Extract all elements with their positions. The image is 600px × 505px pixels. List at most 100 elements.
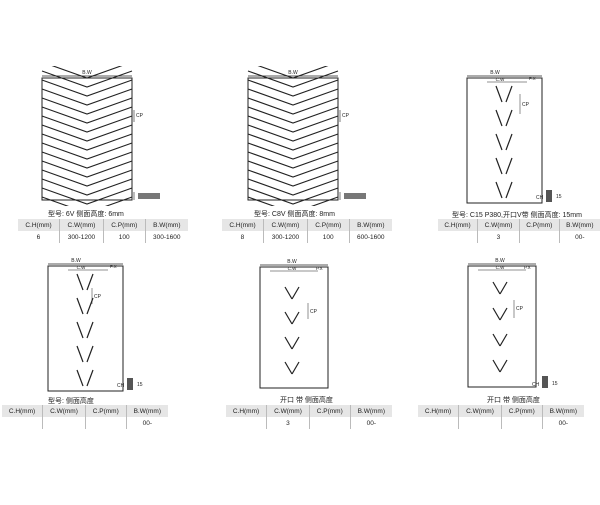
belt-drawing-open-chevron: B.W C.W P.X CP <box>248 253 373 398</box>
caption-height-label: 侧面高度: <box>287 211 318 218</box>
spec-value-bw: 00- <box>366 419 376 427</box>
spec-table: C.H(mm) C.W(mm) C.P(mm) B.W(mm) 3 00- <box>226 405 392 429</box>
spec-header-cw: C.W(mm) <box>458 405 502 417</box>
v-cleat-left-arm <box>495 157 503 175</box>
spec-header-cw: C.W(mm) <box>266 405 310 417</box>
v-cleat-right-arm <box>505 109 513 127</box>
chevron-cleat-line <box>41 97 133 115</box>
v-cleat-left-arm <box>492 307 501 321</box>
bw-dimension-label: B.W <box>287 259 297 265</box>
v-cleat-right-arm <box>499 281 508 295</box>
bw-dimension-label: B.W <box>82 70 92 76</box>
spec-header-cp: C.P(mm) <box>307 219 350 231</box>
v-cleat-right-arm <box>291 286 300 300</box>
caption-prefix: 型号: <box>254 211 270 218</box>
belt-drawing-6v: B.W CP <box>30 66 180 206</box>
px-dimension-label: P.X <box>524 265 531 270</box>
caption-prefix: 型号: <box>452 212 468 219</box>
v-cleat-right-arm <box>86 273 94 291</box>
spec-value-cp <box>501 417 543 429</box>
spec-header-cp: C.P(mm) <box>519 219 560 231</box>
spec-value-row: 3 00- <box>226 417 392 429</box>
v-cleat-left-arm <box>492 281 501 295</box>
belt-drawing-open-v: B.W C.W P.X CP CH 15 <box>36 252 161 397</box>
caption-height-label: 侧面高度: <box>530 212 561 219</box>
v-cleat-left-arm <box>76 369 84 387</box>
spec-header-bw: B.W(mm) <box>349 219 392 231</box>
chevron-cleat-line <box>247 79 339 97</box>
ch-dimension-label: CH <box>532 382 540 388</box>
spec-header-ch: C.H(mm) <box>2 405 44 417</box>
v-cleat-right-arm <box>505 133 513 151</box>
belt-caption: 型号: C8V 侧面高度: 8mm <box>254 209 335 219</box>
cw-dimension-label: C.W <box>77 265 87 270</box>
spec-value-cp <box>85 417 127 429</box>
spec-table: C.H(mm) C.W(mm) C.P(mm) B.W(mm) 00- <box>418 405 584 429</box>
caption-height-value: 6mm <box>108 211 124 218</box>
v-cleat-left-arm <box>495 109 503 127</box>
open-v-cleat-pattern <box>76 273 94 387</box>
v-cleat-left-arm <box>284 336 293 350</box>
spec-header-row: C.H(mm) C.W(mm) C.P(mm) B.W(mm) <box>2 405 168 417</box>
belt-caption: 型号: 侧面高度 <box>48 396 94 406</box>
v-cleat-left-arm <box>492 333 501 347</box>
chevron-cleat-line <box>247 169 339 187</box>
bw-dimension-label: B.W <box>288 70 298 76</box>
ch-dimension-label: CH <box>536 195 544 201</box>
caption-prefix: 开口 <box>487 397 501 404</box>
chevron-cleat-line <box>41 169 133 187</box>
spec-header-bw: B.W(mm) <box>145 219 188 231</box>
spec-value-bw: 600-1600 <box>357 233 385 241</box>
v-cleat-left-arm <box>495 133 503 151</box>
bw-dimension-label: B.W <box>71 258 81 264</box>
belt-caption: 开口 带 侧面高度 <box>487 395 540 405</box>
spec-header-ch: C.H(mm) <box>226 405 268 417</box>
caption-model: C15 P380,开口V带 <box>469 212 529 219</box>
cp-dimension-label: CP <box>94 294 102 300</box>
spec-value-cw: 300-1200 <box>263 231 308 243</box>
spec-table: C.H(mm) C.W(mm) C.P(mm) B.W(mm) 8 300-12… <box>222 219 392 243</box>
h-dimension-label: 15 <box>137 382 143 388</box>
bw-dimension-label: B.W <box>490 70 500 76</box>
chevron-cleat-pattern <box>41 66 133 206</box>
spec-value-cp <box>519 231 560 243</box>
spec-value-row: 3 00- <box>438 231 600 243</box>
h-dimension-label: 15 <box>552 381 558 387</box>
caption-prefix: 型号: <box>48 398 64 405</box>
spec-value-ch <box>418 417 460 429</box>
chevron-cleat-line <box>41 106 133 124</box>
spec-header-ch: C.H(mm) <box>418 405 460 417</box>
chevron-cleat-line <box>247 106 339 124</box>
v-cleat-right-arm <box>505 181 513 199</box>
belt-drawing-c8v: B.W CP <box>236 66 386 206</box>
chevron-cleat-line <box>247 160 339 178</box>
spec-value-ch: 8 <box>222 231 264 243</box>
chevron-cleat-line <box>247 151 339 169</box>
spec-header-cp: C.P(mm) <box>501 405 543 417</box>
open-v-cleat-pattern <box>495 85 513 199</box>
spec-value-row: 8 300-1200 100 600-1600 <box>222 231 392 243</box>
ch-profile-marker <box>127 378 133 390</box>
v-cleat-left-arm <box>495 85 503 103</box>
spec-header-cw: C.W(mm) <box>477 219 520 231</box>
chevron-cleat-line <box>41 151 133 169</box>
spec-header-cw: C.W(mm) <box>59 219 104 231</box>
chevron-cleat-line <box>41 133 133 151</box>
v-cleat-right-arm <box>505 157 513 175</box>
chevron-cleat-line <box>41 124 133 142</box>
spec-value-ch <box>2 417 44 429</box>
chevron-cleat-line <box>247 187 339 205</box>
spec-header-row: C.H(mm) C.W(mm) C.P(mm) B.W(mm) <box>226 405 392 417</box>
chevron-cleat-line <box>41 79 133 97</box>
cp-dimension-label: CP <box>522 102 530 108</box>
caption-height-label: 侧面高度 <box>304 397 333 404</box>
belt-drawing-open-chevron: B.W C.W P.X CP CH 15 <box>456 252 581 397</box>
cw-dimension-label: C.W <box>496 77 506 82</box>
v-cleat-left-arm <box>76 321 84 339</box>
chevron-cleat-line <box>247 178 339 196</box>
spec-value-ch <box>226 417 268 429</box>
v-cleat-right-arm <box>86 321 94 339</box>
spec-value-row: 00- <box>418 417 584 429</box>
caption-prefix: 开口 <box>280 397 294 404</box>
v-cleat-right-arm <box>86 369 94 387</box>
